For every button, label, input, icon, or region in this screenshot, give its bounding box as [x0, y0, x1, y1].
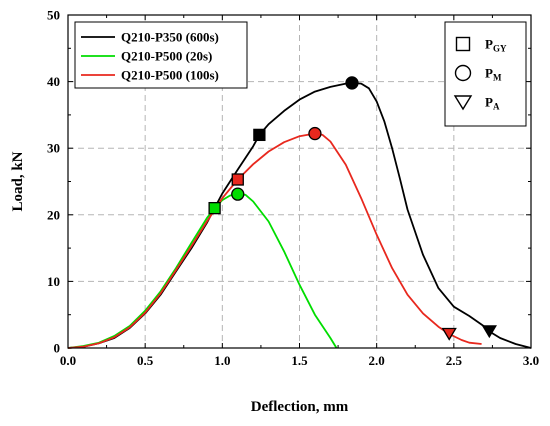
- y-tick-label: 10: [47, 274, 60, 289]
- y-tick-label: 0: [54, 341, 61, 356]
- x-tick-label: 3.0: [523, 353, 539, 368]
- square-marker-icon: [455, 36, 471, 52]
- pm-marker: [308, 126, 322, 141]
- pm-marker: [345, 76, 359, 90]
- y-tick-label: 50: [47, 8, 60, 23]
- x-tick-label: 2.5: [446, 353, 463, 368]
- y-tick-label: 40: [47, 74, 60, 89]
- legend-label: Q210-P500 (20s): [121, 49, 212, 64]
- x-tick-label: 1.5: [291, 353, 308, 368]
- series-line: [67, 193, 338, 349]
- axis-ticks: [67, 14, 532, 349]
- y-tick-label: 20: [47, 207, 60, 222]
- marker-legend-subscript: A: [493, 102, 500, 112]
- x-tick-label: 0.5: [137, 353, 154, 368]
- pa-marker: [441, 327, 457, 341]
- series-legend: Q210-P350 (600s) Q210-P500 (20s) Q210-P500…: [74, 21, 248, 89]
- x-tick-label: 2.0: [369, 353, 385, 368]
- pgy-marker: [231, 173, 244, 186]
- marker-legend-subscript: GY: [493, 44, 507, 54]
- tick-labels: 0.0 0.5 1.0 1.5 2.0 2.5 3.0 0 10 20 30 40 50: [47, 8, 539, 369]
- legend-label: Q210-P500 (100s): [121, 68, 219, 83]
- x-axis-title: Deflection, mm: [251, 399, 349, 415]
- y-tick-label: 30: [47, 141, 60, 156]
- pa-marker: [481, 325, 497, 339]
- series-legend-box: [74, 21, 248, 89]
- marker-layer: [208, 76, 497, 341]
- pgy-marker: [208, 201, 221, 215]
- x-tick-label: 0.0: [60, 353, 76, 368]
- pgy-marker: [253, 128, 266, 142]
- marker-legend-subscript: M: [493, 73, 502, 83]
- triangle-marker-icon: [453, 95, 473, 111]
- legend-label: Q210-P350 (600s): [121, 30, 219, 45]
- series-line: [67, 132, 482, 349]
- pm-marker: [231, 187, 245, 201]
- x-tick-label: 1.0: [214, 353, 230, 368]
- y-axis-title: Load, kN: [10, 151, 26, 211]
- circle-marker-icon: [454, 64, 472, 82]
